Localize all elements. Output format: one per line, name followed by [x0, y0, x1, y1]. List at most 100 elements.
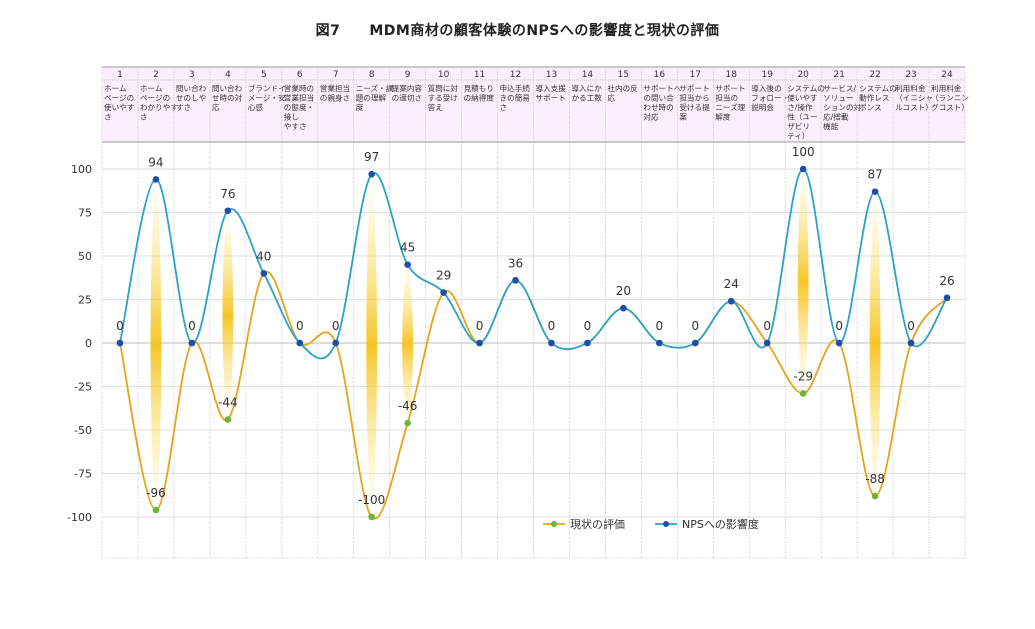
category-label-line: グコスト） — [931, 102, 969, 112]
data-label: 0 — [332, 319, 340, 333]
category-label-line: ページの — [140, 94, 170, 103]
category-label: 見積もりの納得度 — [464, 83, 495, 103]
category-label-line: ニーズ・課 — [356, 83, 394, 93]
category-label-line: 使いやす — [787, 93, 818, 103]
category-number: 6 — [297, 70, 303, 80]
series-line — [119, 168, 948, 360]
category-label-line: ソリュー — [823, 94, 853, 103]
category-label-line: 対応 — [643, 112, 659, 122]
category-label-line: さ — [140, 113, 148, 122]
category-label-line: わかりやす — [140, 103, 178, 112]
legend-label: NPSへの影響度 — [682, 517, 759, 531]
data-point — [799, 165, 807, 173]
data-label: 29 — [436, 269, 451, 283]
data-label: 40 — [256, 249, 271, 263]
data-point — [871, 492, 879, 500]
legend-marker — [663, 521, 669, 527]
category-header: 1ホームページの使いやすさ2ホームページのわかりやすさ3問い合わせのしやすさ4問… — [102, 66, 969, 143]
data-label: 0 — [548, 319, 556, 333]
gap-band — [797, 169, 809, 394]
category-number: 13 — [546, 70, 557, 80]
category-label-line: 営業担当 — [284, 93, 314, 103]
data-label: 0 — [584, 319, 592, 333]
category-number: 19 — [762, 70, 774, 80]
data-label: 0 — [296, 319, 304, 333]
series-lines — [119, 168, 948, 520]
category-label-line: 導入にか — [571, 83, 602, 93]
data-point — [656, 339, 663, 347]
category-label-line: サポート — [679, 84, 709, 93]
chart-title: 図7 MDM商材の顧客体験のNPSへの影響度と現状の評価 — [315, 23, 720, 39]
category-label: サポートへの問い合わせ時の対応 — [643, 84, 681, 122]
data-point — [907, 339, 915, 347]
category-label: ホームページの使いやすさ — [104, 84, 135, 122]
category-label-line: 性（ユー — [787, 112, 817, 122]
category-number: 20 — [797, 70, 809, 80]
category-label-line: 説明会 — [751, 102, 774, 112]
data-point — [404, 419, 411, 427]
data-label: 97 — [364, 150, 379, 164]
category-label-line: 題の理解 — [356, 93, 387, 103]
category-label-line: 担当から — [679, 93, 709, 103]
category-number: 16 — [654, 70, 666, 80]
data-label: 100 — [792, 145, 815, 159]
gap-band — [366, 174, 378, 517]
category-label-line: サポート — [536, 94, 566, 103]
category-label-line: すさ — [176, 103, 191, 112]
category-label-line: 導入後の — [751, 83, 781, 93]
y-tick-label: -100 — [67, 511, 92, 524]
category-label-line: ニーズ理 — [715, 102, 745, 112]
category-number: 21 — [833, 70, 844, 80]
category-label: 利用料金（イニシャルコスト） — [895, 83, 933, 112]
data-label: 0 — [476, 319, 484, 333]
category-label-line: ポンス — [859, 103, 882, 112]
data-point — [727, 297, 735, 305]
category-label-line: 使いやす — [104, 102, 135, 112]
data-point — [152, 176, 160, 183]
data-label: 0 — [188, 319, 196, 333]
gap-band — [222, 210, 234, 420]
data-point — [368, 170, 375, 178]
category-label-line: システムの — [859, 84, 897, 93]
category-label-line: ブランドイ — [248, 83, 286, 93]
data-label: 45 — [400, 241, 415, 255]
category-label-line: 導入支援 — [536, 83, 567, 93]
category-label-line: サポート — [715, 84, 745, 93]
series-markers — [116, 165, 951, 521]
category-label-line: する受け — [428, 93, 458, 103]
data-label: -29 — [793, 369, 813, 383]
category-label: 導入にかかる工数 — [571, 83, 602, 103]
data-point — [332, 339, 340, 347]
category-label-line: 案 — [679, 112, 687, 122]
category-label-line: ホーム — [140, 84, 163, 93]
category-label-line: 答え — [428, 102, 443, 112]
category-label: ホームページのわかりやすさ — [140, 84, 178, 122]
category-label-line: せのしや — [176, 94, 206, 103]
category-label: サポート担当から受ける提案 — [679, 84, 710, 122]
data-label: 20 — [616, 284, 631, 298]
y-tick-label: 25 — [78, 294, 92, 307]
category-label-line: の納得度 — [464, 93, 495, 103]
category-label-line: 問い合わ — [176, 83, 207, 93]
category-number: 2 — [153, 70, 159, 80]
category-label-line: ティ） — [787, 132, 809, 141]
y-tick-label: 75 — [78, 207, 92, 220]
category-label-line: 機能 — [823, 121, 839, 131]
category-label: 申込手続きの簡易さ — [500, 83, 531, 112]
category-label-line: せ時の対 — [212, 93, 243, 103]
legend-marker — [551, 521, 557, 527]
category-label-line: ルコスト） — [895, 103, 933, 112]
category-label-line: 提案内容 — [392, 83, 423, 93]
data-point — [404, 261, 411, 269]
category-number: 1 — [117, 70, 123, 80]
category-label-line: やすさ — [284, 122, 307, 131]
category-label: 導入後のフォロー・説明会 — [751, 83, 789, 112]
data-label: 0 — [691, 319, 699, 333]
category-label: システムの動作レスポンス — [859, 84, 897, 112]
category-label-line: 応 — [607, 93, 615, 103]
category-label-line: フォロー・ — [751, 94, 789, 103]
y-tick-label: 100 — [71, 163, 92, 176]
data-point — [476, 339, 483, 347]
data-point — [224, 416, 232, 423]
